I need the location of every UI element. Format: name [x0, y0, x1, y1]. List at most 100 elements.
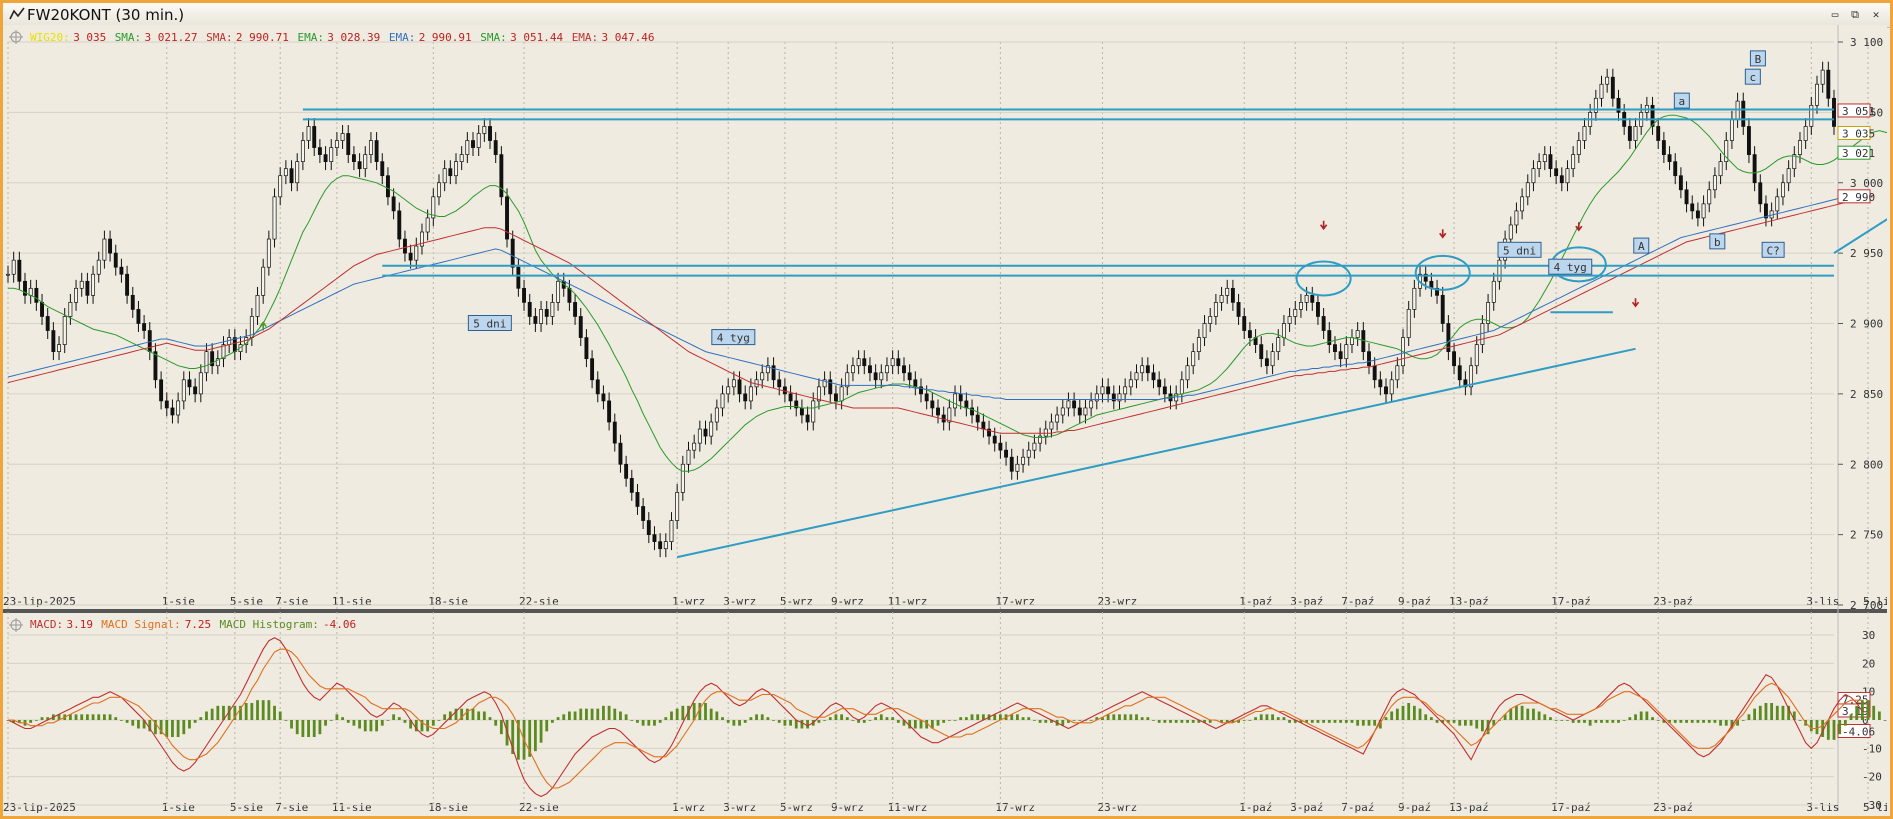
candle-body [760, 372, 765, 381]
candle-body [1554, 168, 1559, 177]
candle-body [862, 358, 867, 367]
candle-body [833, 393, 838, 402]
candle-body [885, 365, 889, 374]
panel-divider[interactable] [3, 609, 1887, 613]
annotation-label: 5 dni [473, 318, 506, 331]
macd-y-tick-label: -30 [1862, 799, 1882, 812]
x-tick-label: 7-paź [1341, 595, 1374, 608]
macd-histogram-bar [1855, 705, 1859, 720]
macd-histogram-bar [1463, 720, 1467, 726]
macd-histogram-bar [1333, 720, 1337, 723]
macd-histogram-bar [783, 720, 787, 726]
candle-body [913, 379, 918, 388]
candle-body [1548, 154, 1553, 170]
annotation-label-box[interactable] [1673, 92, 1690, 109]
macd-histogram-bar [885, 717, 889, 720]
macd-histogram-bar [199, 717, 203, 720]
annotation-label-box[interactable] [1548, 258, 1593, 275]
highlight-ellipse[interactable] [1414, 254, 1471, 291]
macd-histogram-bar [108, 714, 112, 720]
price-badge-text: 3 035 [1842, 127, 1875, 140]
candle-body [635, 492, 640, 507]
candle-body [1605, 76, 1610, 85]
candle-body [1338, 351, 1343, 360]
candle-body [1684, 189, 1689, 205]
macd-histogram-bar [1741, 720, 1745, 721]
candle-body [357, 161, 362, 170]
macd-histogram-bar [919, 720, 923, 729]
move-handle-cross [9, 618, 23, 632]
x-tick-label-macd: 7-paź [1341, 801, 1374, 814]
price-legend-label: EMA: [572, 31, 599, 44]
candle-body [130, 295, 135, 310]
candle-body [697, 428, 702, 444]
sell-arrow-icon [1439, 229, 1447, 239]
candle-body [828, 379, 833, 395]
macd-histogram-bar [823, 720, 826, 721]
minimize-button[interactable]: ▭ [1831, 8, 1839, 21]
annotation-label-box[interactable] [1749, 50, 1766, 67]
annotation-label-box[interactable] [711, 329, 756, 346]
candle-body [363, 154, 368, 170]
macd-histogram-bar [125, 720, 129, 723]
chart-icon [9, 7, 25, 20]
candle-body [1746, 126, 1751, 155]
macd-histogram-bar [862, 720, 866, 723]
annotation-label-box[interactable] [1709, 233, 1726, 250]
projection-line-final[interactable] [1833, 119, 1887, 254]
candle-body [1412, 287, 1417, 310]
annotation-label-box[interactable] [467, 315, 512, 331]
price-legend-label: SMA: [480, 31, 507, 44]
chart-canvas[interactable]: 23-lip-2025 23-lip-2025 1-sie 1-sie 5-sie 5-s… [0, 25, 1887, 816]
macd-badge-text: 3.19 [1842, 705, 1869, 718]
macd-histogram-bar [550, 720, 554, 723]
macd-histogram-bar [993, 714, 997, 720]
restore-button[interactable]: ⧉ [1851, 8, 1859, 21]
macd-histogram-bar [29, 720, 33, 723]
candle-body [210, 351, 215, 367]
candle-body [465, 140, 470, 155]
macd-legend-label: MACD Signal: [101, 618, 180, 631]
y-tick-label: 2 750 [1850, 529, 1883, 542]
macd-histogram-bar [1679, 720, 1683, 723]
highlight-ellipse[interactable] [1295, 260, 1352, 297]
candle-body [720, 393, 725, 409]
candle-body [170, 407, 175, 416]
annotation-label-box[interactable] [1497, 241, 1542, 258]
macd-histogram-bar [947, 720, 951, 721]
price-badge-text: 3 051 [1842, 105, 1875, 118]
close-button[interactable]: ✕ [1872, 8, 1880, 21]
macd-histogram-bar [114, 717, 118, 720]
x-tick-label-macd: 11-wrz [888, 801, 928, 814]
macd-histogram-bar [329, 720, 333, 721]
price-badge [1837, 125, 1871, 140]
candle-body [1582, 126, 1587, 141]
trendline-uptrend[interactable] [676, 347, 1636, 559]
macd-histogram-bar [409, 720, 413, 729]
candle-body [1134, 372, 1139, 381]
annotation-label-box[interactable] [1761, 241, 1785, 258]
candle-body [584, 337, 589, 360]
candle-body [215, 358, 220, 367]
candle-body [601, 393, 606, 402]
macd-y-tick-label: 30 [1862, 629, 1875, 642]
macd-histogram-bar [726, 720, 730, 723]
macd-badge-text: -4.06 [1842, 726, 1875, 739]
macd-histogram-bar [1690, 720, 1694, 723]
candle-body [1667, 154, 1672, 162]
macd-histogram-bar [1220, 720, 1223, 723]
candle-body [1695, 210, 1700, 219]
candle-body [6, 273, 10, 276]
macd-histogram-bar [1668, 720, 1671, 723]
macd-histogram-bar [1225, 720, 1229, 723]
candle-body [646, 520, 651, 535]
macd-histogram-bar [1106, 714, 1110, 720]
annotation-label-box[interactable] [1744, 68, 1761, 85]
macd-histogram-bar [1492, 720, 1496, 726]
macd-histogram-bar [1452, 720, 1456, 723]
annotation-label-box[interactable] [1633, 237, 1650, 254]
candle-body [544, 309, 549, 317]
title-bar[interactable]: FW20KONT (30 min.) ▭ ⧉ ✕ [3, 3, 1890, 28]
candle-body [1100, 386, 1105, 395]
macd-y-tick-label: -20 [1862, 771, 1882, 784]
